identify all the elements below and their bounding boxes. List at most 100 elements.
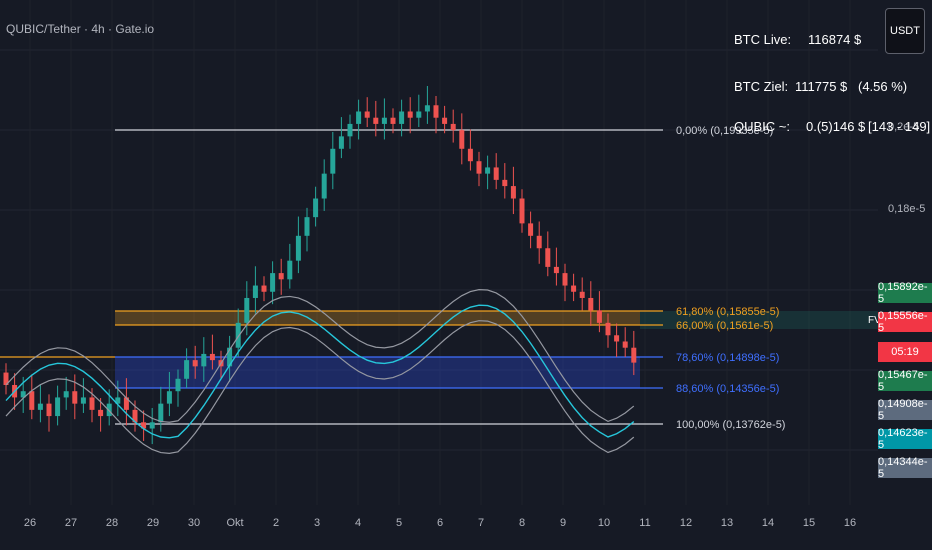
candle-body — [390, 117, 396, 124]
fvg-zone — [640, 311, 878, 329]
candle-body — [493, 167, 499, 180]
candle-body — [55, 397, 61, 417]
candle-body — [571, 285, 577, 292]
candle-body — [459, 130, 465, 149]
candle-body — [364, 111, 370, 118]
band-upper — [5, 289, 635, 423]
candle-body — [588, 297, 594, 311]
candle-body — [80, 397, 86, 404]
candle-body — [98, 409, 104, 417]
btc-target-pct: (4.56 %) — [858, 79, 908, 94]
qubic-value: 0.(5)146 $ — [806, 119, 866, 134]
candle-body — [519, 198, 525, 224]
price-tag: 0,15556e-5 — [878, 310, 932, 334]
candle-body — [106, 403, 112, 417]
x-tick-label: 12 — [679, 517, 693, 529]
x-tick-label: 30 — [187, 517, 201, 529]
currency-button[interactable]: USDT — [885, 8, 925, 54]
y-tick-label: 0,18e-5 — [888, 203, 925, 215]
candle-body — [467, 148, 473, 162]
candle-body — [356, 111, 362, 124]
candle-body — [149, 422, 155, 429]
x-tick-label: 11 — [639, 517, 651, 529]
candle-body — [20, 391, 26, 398]
qubic-range: [143 - 149] — [868, 119, 931, 134]
candle-body — [295, 235, 301, 261]
candle-body — [201, 353, 207, 367]
candle-body — [614, 335, 620, 342]
price-tag: 0,14908e-5 — [878, 398, 932, 422]
symbol-title[interactable]: QUBIC/Tether · 4h · Gate.io — [6, 22, 155, 36]
candle-body — [115, 397, 121, 404]
candle-body — [416, 111, 422, 118]
fib-label: 66,00% (0,1561e-5) — [676, 320, 773, 332]
candle-body — [502, 179, 508, 187]
candle-body — [261, 285, 267, 292]
candle-body — [89, 397, 95, 410]
qubic-label: QUBIC ~: — [734, 119, 790, 134]
x-tick-label: 13 — [720, 517, 734, 529]
y-tick-label: 0,2e-5 — [888, 121, 919, 133]
candle-body — [433, 105, 439, 118]
band-lower — [5, 320, 635, 454]
candle-body — [184, 360, 190, 379]
candle-body — [278, 273, 284, 280]
x-tick-label: 15 — [802, 517, 816, 529]
x-tick-label: 27 — [64, 517, 78, 529]
candle-body — [605, 322, 611, 336]
candle-body — [29, 391, 35, 410]
x-tick-label: 29 — [146, 517, 160, 529]
candle-body — [631, 347, 637, 363]
x-tick-label: 8 — [518, 517, 526, 529]
x-tick-label: 28 — [105, 517, 119, 529]
candle-body — [192, 360, 198, 367]
candle-body — [622, 341, 628, 348]
btc-live-label: BTC Live: — [734, 32, 792, 47]
candle-body — [381, 117, 387, 124]
price-tag: 0,15467e-5 — [878, 369, 932, 393]
fib-label: 88,60% (0,14356e-5) — [676, 383, 779, 395]
fib-label: 100,00% (0,13762e-5) — [676, 419, 785, 431]
x-tick-label: 4 — [354, 517, 362, 529]
x-tick-label: 2 — [272, 517, 280, 529]
candle-body — [227, 347, 233, 367]
candle-body — [287, 260, 293, 280]
x-tick-label: 3 — [313, 517, 321, 529]
btc-target-value: 111775 $ — [795, 79, 848, 94]
candle-body — [442, 117, 448, 124]
candle-body — [175, 378, 181, 392]
candle-body — [536, 235, 542, 249]
price-tag: 0,14344e-5 — [878, 456, 932, 480]
candle-body — [321, 173, 327, 199]
candle-body — [450, 123, 456, 131]
x-tick-label: 26 — [23, 517, 37, 529]
fib-label: 78,60% (0,14898e-5) — [676, 352, 779, 364]
candle-body — [485, 167, 491, 174]
x-tick-label: 6 — [436, 517, 444, 529]
x-tick-label: 9 — [559, 517, 567, 529]
candle-body — [407, 111, 413, 118]
x-tick-label: 14 — [761, 517, 775, 529]
candle-body — [123, 397, 129, 410]
x-tick-label: Okt — [226, 517, 244, 529]
candle-body — [235, 322, 241, 348]
candle-body — [63, 391, 69, 398]
price-tag: 0,15892e-5 — [878, 281, 932, 305]
candle-body — [313, 198, 319, 218]
btc-target-label: BTC Ziel: — [734, 79, 789, 94]
candle-body — [579, 291, 585, 298]
candle-body — [596, 310, 602, 323]
candle-body — [304, 217, 310, 236]
candle-body — [528, 223, 534, 236]
candle-body — [72, 391, 78, 404]
x-tick-label: 10 — [597, 517, 611, 529]
candle-body — [209, 353, 215, 361]
candle-body — [424, 105, 430, 112]
btc-live-value: 116874 $ — [808, 32, 862, 47]
fib-zone-gold — [115, 311, 640, 325]
candle-body — [270, 273, 276, 292]
band-mid — [5, 304, 635, 439]
candle-body — [553, 266, 559, 274]
candle-body — [3, 372, 9, 385]
